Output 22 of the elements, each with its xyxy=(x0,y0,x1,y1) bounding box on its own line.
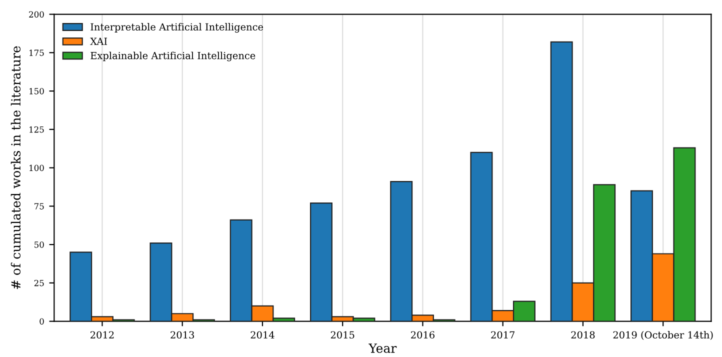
legend-label: Interpretable Artificial Intelligence xyxy=(90,23,264,33)
legend-label: XAI xyxy=(90,38,108,45)
x-tick-label: 2016 xyxy=(411,331,434,339)
y-axis-title: # of cumulated works in the literature xyxy=(10,46,21,289)
x-tick-label: 2017 xyxy=(491,331,515,339)
x-tick-label: 2018 xyxy=(571,331,595,339)
x-tick-label: 2019 (October 14th) xyxy=(613,331,713,340)
y-tick-label: 150 xyxy=(30,88,44,94)
y-tick-label: 50 xyxy=(34,242,44,248)
y-tick-label: 100 xyxy=(30,164,44,172)
x-tick-label: 2015 xyxy=(330,331,354,339)
y-tick-label: 75 xyxy=(34,203,44,210)
x-tick-label: 2014 xyxy=(250,331,274,339)
y-tick-label: 175 xyxy=(30,50,44,56)
x-axis-title: Year xyxy=(368,344,397,353)
y-tick-label: 25 xyxy=(34,280,44,286)
y-tick-label: 200 xyxy=(29,11,44,18)
legend-label: Explainable Artificial Intelligence xyxy=(90,52,256,62)
x-tick-label: 2012 xyxy=(90,331,114,339)
y-tick-label: 0 xyxy=(40,318,44,325)
x-tick-label: 2013 xyxy=(170,331,194,339)
y-tick-label: 125 xyxy=(30,126,44,133)
